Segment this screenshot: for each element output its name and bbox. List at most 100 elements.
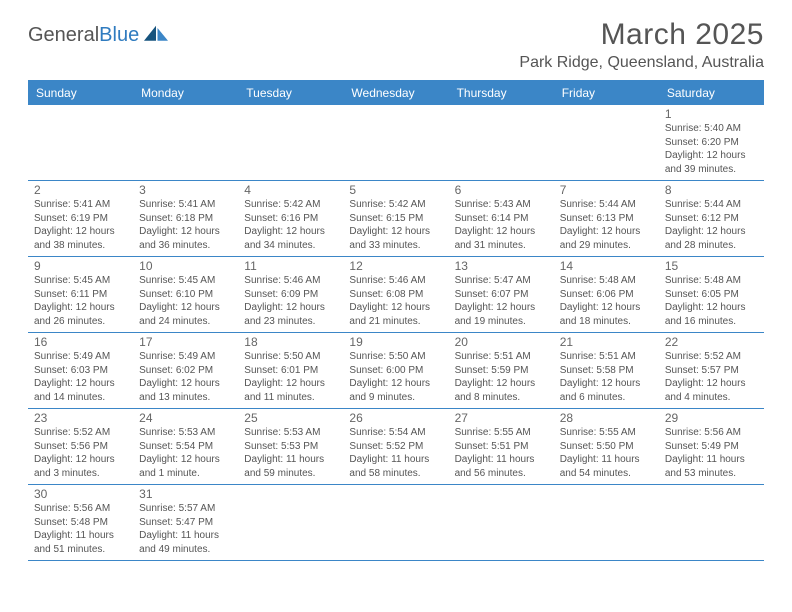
logo-word1: General (28, 24, 99, 46)
day-number: 25 (244, 411, 337, 425)
day-number: 30 (34, 487, 127, 501)
calendar-cell-empty (28, 105, 133, 180)
weekday-header: Sunday (28, 81, 133, 105)
calendar-cell: 30Sunrise: 5:56 AMSunset: 5:48 PMDayligh… (28, 485, 133, 560)
sunrise-line: Sunrise: 5:53 AM (139, 426, 232, 440)
weekday-header: Tuesday (238, 81, 343, 105)
sunset-line: Sunset: 6:12 PM (665, 212, 758, 226)
sunset-line: Sunset: 6:13 PM (560, 212, 653, 226)
sunrise-line: Sunrise: 5:51 AM (560, 350, 653, 364)
calendar-body: 1Sunrise: 5:40 AMSunset: 6:20 PMDaylight… (28, 105, 764, 561)
sunset-line: Sunset: 5:59 PM (455, 364, 548, 378)
daylight-line: Daylight: 12 hours and 14 minutes. (34, 377, 127, 404)
calendar-row: 23Sunrise: 5:52 AMSunset: 5:56 PMDayligh… (28, 409, 764, 485)
sunrise-line: Sunrise: 5:46 AM (244, 274, 337, 288)
calendar-cell-empty (343, 485, 448, 560)
sunrise-line: Sunrise: 5:51 AM (455, 350, 548, 364)
sunset-line: Sunset: 6:06 PM (560, 288, 653, 302)
day-number: 18 (244, 335, 337, 349)
calendar-cell: 29Sunrise: 5:56 AMSunset: 5:49 PMDayligh… (659, 409, 764, 484)
sunset-line: Sunset: 5:49 PM (665, 440, 758, 454)
sunrise-line: Sunrise: 5:42 AM (244, 198, 337, 212)
day-number: 9 (34, 259, 127, 273)
sunset-line: Sunset: 5:51 PM (455, 440, 548, 454)
calendar-header-row: SundayMondayTuesdayWednesdayThursdayFrid… (28, 81, 764, 105)
sunset-line: Sunset: 6:15 PM (349, 212, 442, 226)
day-number: 29 (665, 411, 758, 425)
location: Park Ridge, Queensland, Australia (519, 54, 764, 72)
sunset-line: Sunset: 6:18 PM (139, 212, 232, 226)
calendar-cell: 21Sunrise: 5:51 AMSunset: 5:58 PMDayligh… (554, 333, 659, 408)
daylight-line: Daylight: 12 hours and 38 minutes. (34, 225, 127, 252)
sunrise-line: Sunrise: 5:43 AM (455, 198, 548, 212)
sunrise-line: Sunrise: 5:48 AM (665, 274, 758, 288)
logo-text: GeneralBlue (28, 24, 139, 47)
day-number: 5 (349, 183, 442, 197)
day-number: 6 (455, 183, 548, 197)
sunrise-line: Sunrise: 5:48 AM (560, 274, 653, 288)
daylight-line: Daylight: 12 hours and 9 minutes. (349, 377, 442, 404)
daylight-line: Daylight: 11 hours and 53 minutes. (665, 453, 758, 480)
calendar-cell: 19Sunrise: 5:50 AMSunset: 6:00 PMDayligh… (343, 333, 448, 408)
day-number: 17 (139, 335, 232, 349)
sunset-line: Sunset: 6:19 PM (34, 212, 127, 226)
calendar-row: 9Sunrise: 5:45 AMSunset: 6:11 PMDaylight… (28, 257, 764, 333)
sunrise-line: Sunrise: 5:55 AM (560, 426, 653, 440)
day-number: 4 (244, 183, 337, 197)
sunrise-line: Sunrise: 5:44 AM (665, 198, 758, 212)
daylight-line: Daylight: 12 hours and 33 minutes. (349, 225, 442, 252)
day-number: 26 (349, 411, 442, 425)
sunset-line: Sunset: 5:58 PM (560, 364, 653, 378)
sunset-line: Sunset: 5:56 PM (34, 440, 127, 454)
daylight-line: Daylight: 12 hours and 3 minutes. (34, 453, 127, 480)
day-number: 16 (34, 335, 127, 349)
sunset-line: Sunset: 6:03 PM (34, 364, 127, 378)
calendar-cell: 27Sunrise: 5:55 AMSunset: 5:51 PMDayligh… (449, 409, 554, 484)
sunrise-line: Sunrise: 5:55 AM (455, 426, 548, 440)
day-number: 15 (665, 259, 758, 273)
calendar-cell: 28Sunrise: 5:55 AMSunset: 5:50 PMDayligh… (554, 409, 659, 484)
sunrise-line: Sunrise: 5:40 AM (665, 122, 758, 136)
sunrise-line: Sunrise: 5:47 AM (455, 274, 548, 288)
calendar-cell: 6Sunrise: 5:43 AMSunset: 6:14 PMDaylight… (449, 181, 554, 256)
daylight-line: Daylight: 12 hours and 29 minutes. (560, 225, 653, 252)
daylight-line: Daylight: 12 hours and 24 minutes. (139, 301, 232, 328)
daylight-line: Daylight: 11 hours and 56 minutes. (455, 453, 548, 480)
daylight-line: Daylight: 11 hours and 54 minutes. (560, 453, 653, 480)
calendar-cell: 20Sunrise: 5:51 AMSunset: 5:59 PMDayligh… (449, 333, 554, 408)
sunset-line: Sunset: 5:53 PM (244, 440, 337, 454)
daylight-line: Daylight: 12 hours and 4 minutes. (665, 377, 758, 404)
daylight-line: Daylight: 11 hours and 51 minutes. (34, 529, 127, 556)
daylight-line: Daylight: 11 hours and 49 minutes. (139, 529, 232, 556)
sunrise-line: Sunrise: 5:49 AM (34, 350, 127, 364)
calendar-cell-empty (449, 485, 554, 560)
day-number: 1 (665, 107, 758, 121)
sunset-line: Sunset: 6:14 PM (455, 212, 548, 226)
calendar-cell-empty (133, 105, 238, 180)
daylight-line: Daylight: 12 hours and 18 minutes. (560, 301, 653, 328)
calendar-cell: 8Sunrise: 5:44 AMSunset: 6:12 PMDaylight… (659, 181, 764, 256)
calendar-cell: 15Sunrise: 5:48 AMSunset: 6:05 PMDayligh… (659, 257, 764, 332)
sunrise-line: Sunrise: 5:57 AM (139, 502, 232, 516)
day-number: 11 (244, 259, 337, 273)
calendar-row: 16Sunrise: 5:49 AMSunset: 6:03 PMDayligh… (28, 333, 764, 409)
sunset-line: Sunset: 6:08 PM (349, 288, 442, 302)
calendar-cell: 23Sunrise: 5:52 AMSunset: 5:56 PMDayligh… (28, 409, 133, 484)
calendar-cell: 7Sunrise: 5:44 AMSunset: 6:13 PMDaylight… (554, 181, 659, 256)
day-number: 21 (560, 335, 653, 349)
calendar-cell: 26Sunrise: 5:54 AMSunset: 5:52 PMDayligh… (343, 409, 448, 484)
weekday-header: Monday (133, 81, 238, 105)
daylight-line: Daylight: 11 hours and 58 minutes. (349, 453, 442, 480)
day-number: 10 (139, 259, 232, 273)
daylight-line: Daylight: 12 hours and 6 minutes. (560, 377, 653, 404)
day-number: 19 (349, 335, 442, 349)
day-number: 7 (560, 183, 653, 197)
calendar-row: 1Sunrise: 5:40 AMSunset: 6:20 PMDaylight… (28, 105, 764, 181)
calendar-cell: 4Sunrise: 5:42 AMSunset: 6:16 PMDaylight… (238, 181, 343, 256)
sunset-line: Sunset: 5:57 PM (665, 364, 758, 378)
day-number: 24 (139, 411, 232, 425)
calendar-cell: 18Sunrise: 5:50 AMSunset: 6:01 PMDayligh… (238, 333, 343, 408)
calendar-cell: 1Sunrise: 5:40 AMSunset: 6:20 PMDaylight… (659, 105, 764, 180)
calendar-cell: 17Sunrise: 5:49 AMSunset: 6:02 PMDayligh… (133, 333, 238, 408)
sunset-line: Sunset: 6:07 PM (455, 288, 548, 302)
